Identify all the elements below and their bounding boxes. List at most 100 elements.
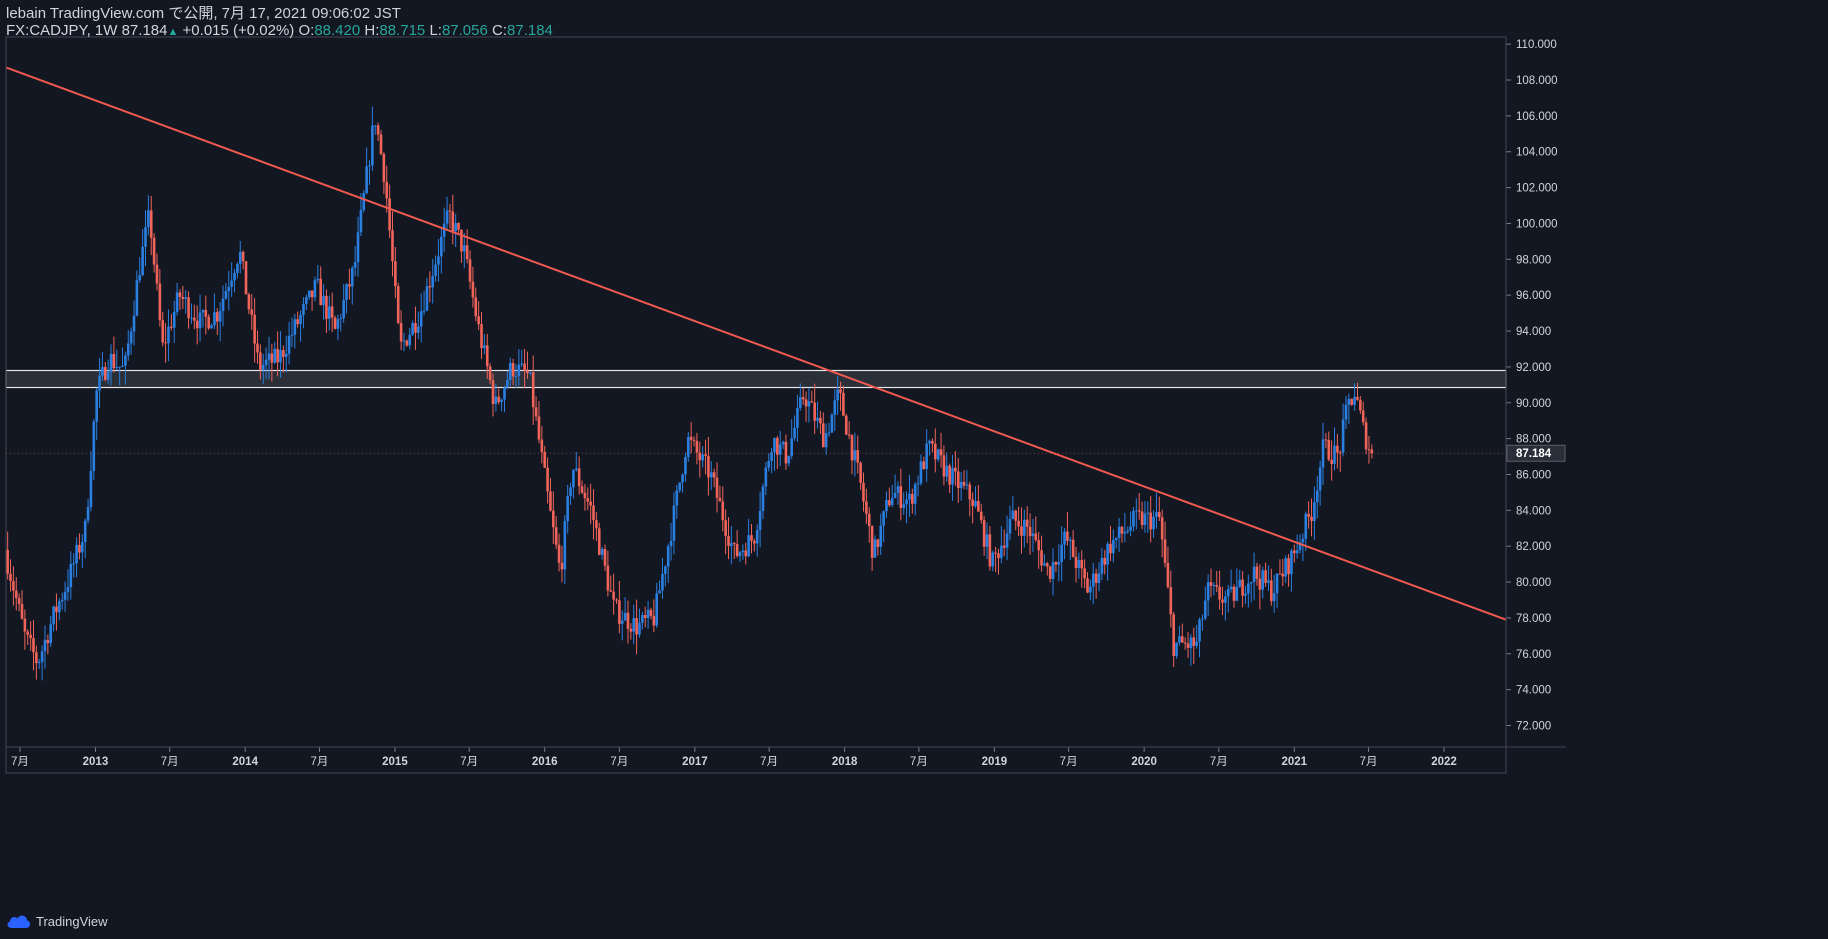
candle-body: [1275, 573, 1279, 594]
candle: [170, 313, 173, 331]
candle-body: [956, 471, 960, 489]
candle-body: [597, 528, 601, 555]
candle: [531, 355, 535, 425]
candle-body: [1046, 563, 1049, 567]
candle-body: [6, 549, 9, 574]
candle-body: [994, 552, 997, 554]
candle-body: [1094, 573, 1098, 583]
candle: [1063, 527, 1066, 560]
candle-body: [1189, 637, 1193, 648]
candle: [1017, 506, 1020, 536]
candle: [1247, 574, 1250, 608]
candle-body: [589, 501, 592, 506]
candle-body: [523, 363, 526, 371]
candle-body: [394, 261, 397, 287]
candle: [546, 457, 549, 504]
candle-body: [497, 396, 501, 403]
candle-body: [1215, 584, 1219, 587]
candle: [1008, 505, 1012, 541]
candle-body: [414, 323, 417, 333]
candle-body: [468, 259, 472, 282]
candle-body: [313, 280, 317, 298]
candle: [244, 261, 248, 295]
candle: [1318, 460, 1322, 506]
candle-body: [520, 363, 524, 365]
candle-body: [1333, 445, 1336, 464]
candle-body: [1103, 557, 1107, 565]
candle: [977, 484, 980, 512]
time-tick-label: 2017: [682, 756, 708, 768]
candle: [221, 285, 225, 327]
candle-body: [712, 472, 716, 478]
candle: [474, 287, 478, 322]
candle: [626, 600, 630, 644]
candle: [75, 537, 78, 578]
candle: [692, 436, 696, 447]
candle-body: [890, 497, 894, 506]
candle-body: [1175, 642, 1178, 657]
candle-body: [109, 353, 113, 372]
candle-body: [790, 438, 793, 457]
price-tick-label: 72.000: [1516, 720, 1551, 732]
candle: [799, 383, 802, 411]
candle-body: [1238, 579, 1242, 587]
candle-body: [1341, 419, 1345, 453]
candle-body: [451, 211, 455, 232]
price-axis[interactable]: 72.000 74.000 76.000 78.000 80.000 82.000 84.0…: [1506, 39, 1558, 732]
candle: [1132, 506, 1135, 532]
candle: [83, 518, 87, 559]
candle-body: [1114, 537, 1118, 540]
candle: [468, 250, 472, 290]
candle: [451, 194, 455, 245]
candle-body: [678, 482, 681, 491]
candle-body: [1313, 502, 1316, 522]
candle-body: [620, 620, 624, 624]
candle: [764, 461, 768, 496]
time-tick-label: 7月: [11, 756, 29, 768]
candle-body: [1201, 618, 1204, 620]
candle-body: [204, 309, 208, 317]
candle: [727, 517, 730, 560]
tradingview-brand: TradingView: [36, 913, 108, 929]
candle-body: [149, 210, 153, 238]
candle: [778, 430, 782, 467]
candle-body: [1183, 642, 1187, 644]
candle-body: [1324, 439, 1328, 441]
candle: [500, 398, 503, 412]
candle: [801, 388, 805, 405]
candle-body: [784, 441, 788, 464]
candle-body: [238, 251, 242, 264]
price-tick-label: 84.000: [1516, 505, 1551, 517]
candle-body: [618, 600, 621, 624]
footer-branding[interactable]: TradingView: [6, 913, 108, 929]
candle: [434, 255, 437, 282]
candle-body: [586, 498, 590, 502]
high-value: 88.715: [379, 22, 426, 39]
candle: [948, 463, 951, 494]
candle-body: [477, 316, 480, 325]
candle-body: [20, 603, 24, 619]
candle-body: [1295, 550, 1299, 554]
candle-body: [804, 399, 808, 407]
candle-body: [974, 500, 977, 507]
candle: [1020, 507, 1023, 554]
candle-body: [1270, 580, 1273, 602]
descending-trendline[interactable]: [5, 66, 1507, 621]
candle: [167, 309, 170, 362]
resistance-zone[interactable]: [5, 369, 1507, 389]
candle: [951, 454, 954, 501]
candle: [494, 383, 498, 412]
price-change: +0.015 (+0.02%): [182, 22, 295, 39]
candle-body: [115, 367, 119, 369]
candle: [853, 432, 857, 477]
candle: [23, 609, 27, 650]
symbol-label[interactable]: FX:CADJPY, 1W: [6, 22, 118, 39]
candle: [158, 269, 162, 327]
candle: [784, 434, 788, 470]
candle: [839, 381, 842, 411]
candle-body: [793, 427, 796, 439]
candle: [1046, 561, 1049, 576]
candle: [529, 371, 532, 376]
time-axis[interactable]: 7月 2013 7月 2014 7月 2015 7月 2016 7月 2017 7月 2018 7月 20…: [11, 747, 1457, 768]
